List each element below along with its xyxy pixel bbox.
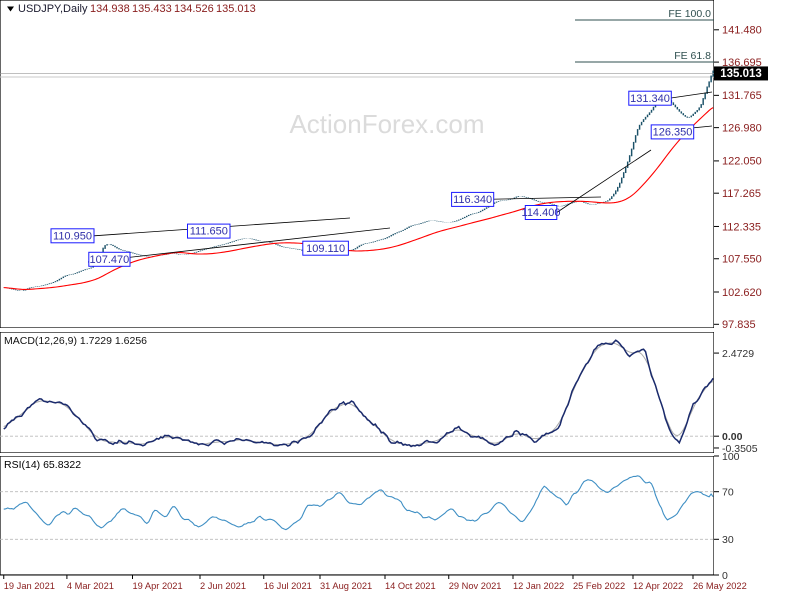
svg-text:116.340: 116.340 [453,194,492,206]
svg-text:126.350: 126.350 [653,127,693,139]
svg-text:19 Apr 2021: 19 Apr 2021 [133,581,183,591]
svg-text:USDJPY,Daily: USDJPY,Daily [18,3,88,15]
svg-text:107.470: 107.470 [90,254,130,266]
svg-text:126.980: 126.980 [722,122,762,134]
svg-text:111.650: 111.650 [190,226,228,238]
svg-text:2 Jun 2021: 2 Jun 2021 [200,581,246,591]
svg-text:12 Apr 2022: 12 Apr 2022 [633,581,683,591]
svg-text:112.335: 112.335 [722,221,761,233]
svg-text:31 Aug 2021: 31 Aug 2021 [320,581,372,591]
svg-text:141.480: 141.480 [722,25,762,37]
svg-text:114.400: 114.400 [522,207,561,219]
svg-text:135.013: 135.013 [720,68,762,80]
svg-text:4 Mar 2021: 4 Mar 2021 [67,581,114,591]
svg-text:MACD(12,26,9) 1.7229 1.6256: MACD(12,26,9) 1.7229 1.6256 [4,335,147,347]
svg-text:135.433: 135.433 [132,3,172,15]
svg-text:122.050: 122.050 [722,156,762,168]
svg-text:0.00: 0.00 [722,431,743,443]
svg-text:134.526: 134.526 [174,3,214,15]
svg-text:12 Jan 2022: 12 Jan 2022 [513,581,564,591]
svg-text:26 May 2022: 26 May 2022 [693,581,747,591]
svg-text:RSI(14) 65.8322: RSI(14) 65.8322 [4,459,81,471]
svg-text:2.4729: 2.4729 [722,348,754,360]
svg-text:134.938: 134.938 [90,3,130,15]
svg-text:30: 30 [722,534,734,546]
svg-text:70: 70 [722,487,734,499]
svg-text:117.265: 117.265 [722,188,761,200]
svg-text:FE 100.0: FE 100.0 [668,8,711,20]
svg-text:102.620: 102.620 [722,287,762,299]
svg-text:16 Jul 2021: 16 Jul 2021 [264,581,312,591]
svg-text:ActionForex.com: ActionForex.com [289,109,484,139]
svg-text:109.110: 109.110 [306,243,345,255]
svg-text:131.340: 131.340 [630,93,670,105]
svg-text:25 Feb 2022: 25 Feb 2022 [573,581,625,591]
svg-text:110.950: 110.950 [53,230,92,242]
svg-text:FE 61.8: FE 61.8 [674,50,711,62]
svg-text:97.835: 97.835 [722,319,756,331]
svg-text:131.765: 131.765 [722,90,762,102]
svg-text:19 Jan 2021: 19 Jan 2021 [4,581,55,591]
svg-text:100: 100 [722,451,740,463]
svg-text:29 Nov 2021: 29 Nov 2021 [449,581,502,591]
svg-text:107.550: 107.550 [722,254,762,266]
svg-text:0: 0 [722,570,728,582]
svg-text:135.013: 135.013 [216,3,256,15]
svg-text:14 Oct 2021: 14 Oct 2021 [385,581,436,591]
